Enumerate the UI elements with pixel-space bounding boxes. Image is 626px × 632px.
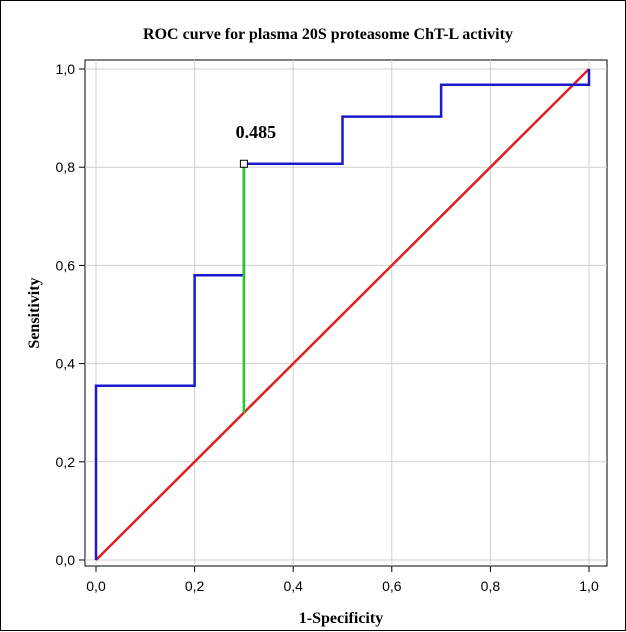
y-tick-label: 0,0 [56,552,76,568]
axis-ticks: 0,0 0,2 0,4 0,6 0,8 1,0 0,0 0,2 0,4 0,6 0,8 1,0 [56,61,599,594]
y-tick-label: 0,6 [56,257,76,273]
series-layer [94,68,591,561]
cutoff-marker [239,159,248,168]
y-tick-label: 0,8 [56,159,76,175]
x-tick-label: 0,4 [283,578,303,594]
y-axis-label: Sensitivity [26,277,43,348]
chart-title: ROC curve for plasma 20S proteasome ChT-… [143,26,513,43]
annotation-layer: 0.485 [236,122,277,168]
y-tick-label: 0,2 [56,454,76,470]
x-tick-label: 0,6 [382,578,402,594]
x-tick-label: 1,0 [579,578,599,594]
roc-line [94,69,591,560]
x-tick-label: 0,8 [481,578,501,594]
x-axis-label: 1-Specificity [299,610,383,627]
y-tick-label: 0,4 [56,356,76,372]
plot-area [84,59,608,567]
x-tick-label: 0,0 [86,578,106,594]
reference-line [95,68,590,561]
cutoff-label: 0.485 [236,122,277,142]
grid-lines [85,60,607,566]
y-tick-label: 1,0 [56,61,76,77]
x-tick-label: 0,2 [185,578,205,594]
